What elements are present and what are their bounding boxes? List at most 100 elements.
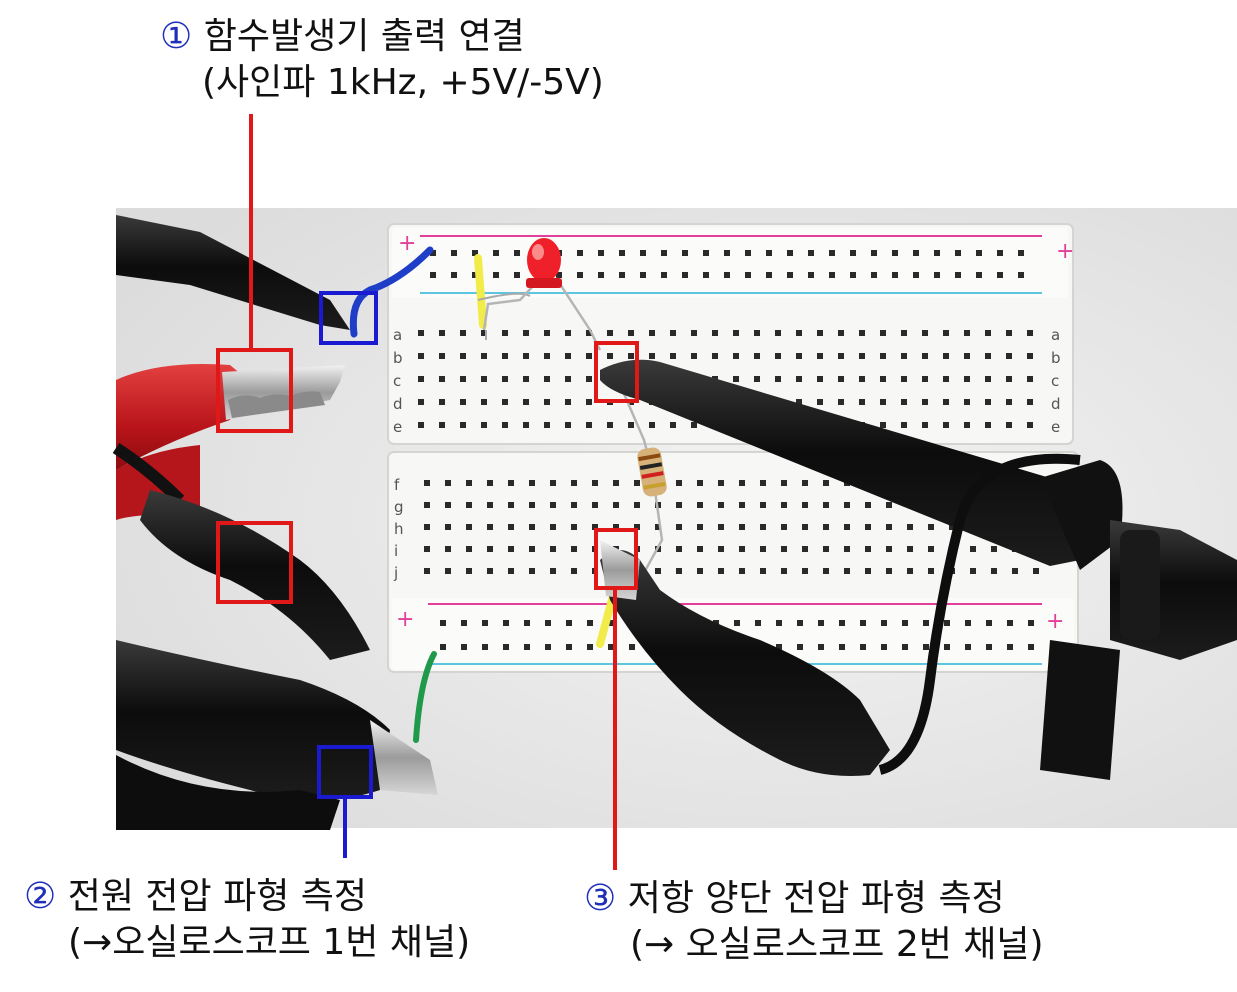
breadboard-hole (934, 272, 940, 278)
breadboard-hole (733, 376, 739, 382)
breadboard-hole (844, 568, 850, 574)
breadboard-hole (566, 644, 572, 650)
breadboard-hole (439, 353, 445, 359)
breadboard-hole (445, 502, 451, 508)
breadboard-hole (997, 250, 1003, 256)
breadboard-hole (682, 250, 688, 256)
breadboard-hole (775, 353, 781, 359)
breadboard-hole (461, 644, 467, 650)
breadboard-hole (628, 422, 634, 428)
breadboard-hole (964, 376, 970, 382)
breadboard-hole (739, 524, 745, 530)
breadboard-hole (544, 353, 550, 359)
breadboard-hole (586, 399, 592, 405)
breadboard-hole (718, 568, 724, 574)
breadboard-hole (508, 568, 514, 574)
breadboard-hole (514, 272, 520, 278)
breadboard-hole (901, 376, 907, 382)
breadboard-hole (733, 330, 739, 336)
breadboard-hole (886, 568, 892, 574)
breadboard-hole (439, 422, 445, 428)
breadboard-hole (797, 620, 803, 626)
breadboard-hole (482, 620, 488, 626)
breadboard-hole (1006, 399, 1012, 405)
breadboard-hole (460, 422, 466, 428)
breadboard-hole (733, 353, 739, 359)
marker-box-red (594, 341, 639, 403)
breadboard-hole (556, 272, 562, 278)
breadboard-hole (508, 524, 514, 530)
breadboard-hole (524, 620, 530, 626)
breadboard-hole (424, 502, 430, 508)
black-alligator-clip (116, 490, 438, 830)
breadboard-hole (487, 568, 493, 574)
breadboard-hole (796, 376, 802, 382)
breadboard-hole (802, 524, 808, 530)
breadboard-hole (661, 272, 667, 278)
breadboard-hole (703, 250, 709, 256)
breadboard-hole (755, 620, 761, 626)
breadboard-hole (964, 330, 970, 336)
breadboard-hole (613, 502, 619, 508)
breadboard-hole (817, 399, 823, 405)
caption-1: ① 함수발생기 출력 연결 (사인파 1kHz, +5V/-5V) (160, 14, 604, 106)
breadboard-hole (460, 399, 466, 405)
breadboard-hole (934, 250, 940, 256)
breadboard-hole (460, 330, 466, 336)
breadboard-hole (523, 353, 529, 359)
breadboard-hole (418, 330, 424, 336)
rail-plus-label: + (398, 231, 416, 256)
breadboard-hole (892, 272, 898, 278)
breadboard-hole (628, 353, 634, 359)
breadboard-hole (523, 399, 529, 405)
breadboard-hole (880, 399, 886, 405)
breadboard-hole (922, 376, 928, 382)
breadboard-hole (440, 620, 446, 626)
breadboard-hole (1018, 272, 1024, 278)
breadboard-hole (922, 399, 928, 405)
breadboard-hole (829, 250, 835, 256)
svg-text:a: a (1051, 326, 1060, 344)
breadboard-hole (481, 399, 487, 405)
breadboard-hole (503, 620, 509, 626)
breadboard-hole (943, 422, 949, 428)
breadboard-hole (508, 480, 514, 486)
breadboard-hole (922, 353, 928, 359)
breadboard-hole (1028, 620, 1034, 626)
breadboard-hole (1007, 620, 1013, 626)
breadboard-hole (502, 422, 508, 428)
breadboard-hole (577, 250, 583, 256)
breadboard-hole (844, 524, 850, 530)
breadboard-hole (797, 644, 803, 650)
breadboard-hole (965, 644, 971, 650)
breadboard-hole (439, 376, 445, 382)
breadboard-hole (823, 546, 829, 552)
breadboard-hole (545, 644, 551, 650)
breadboard-hole (808, 250, 814, 256)
breadboard-hole (886, 546, 892, 552)
breadboard-hole (566, 620, 572, 626)
breadboard-hole (482, 644, 488, 650)
breadboard-hole (970, 568, 976, 574)
breadboard-hole (817, 376, 823, 382)
breadboard-hole (739, 480, 745, 486)
breadboard-hole (997, 272, 1003, 278)
breadboard-hole (865, 502, 871, 508)
breadboard-hole (865, 524, 871, 530)
breadboard-hole (860, 620, 866, 626)
breadboard-hole (508, 546, 514, 552)
breadboard-hole (571, 546, 577, 552)
breadboard-hole (523, 376, 529, 382)
caption-2: ② 전원 전압 파형 측정 (→오실로스코프 1번 채널) (24, 874, 470, 966)
breadboard-hole (634, 502, 640, 508)
breadboard-hole (739, 546, 745, 552)
breadboard-hole (472, 250, 478, 256)
breadboard-hole (865, 546, 871, 552)
breadboard-hole (586, 376, 592, 382)
breadboard-hole (986, 620, 992, 626)
breadboard-hole (991, 546, 997, 552)
breadboard-hole (949, 524, 955, 530)
breadboard-hole (902, 644, 908, 650)
breadboard-hole (608, 644, 614, 650)
breadboard-hole (754, 376, 760, 382)
